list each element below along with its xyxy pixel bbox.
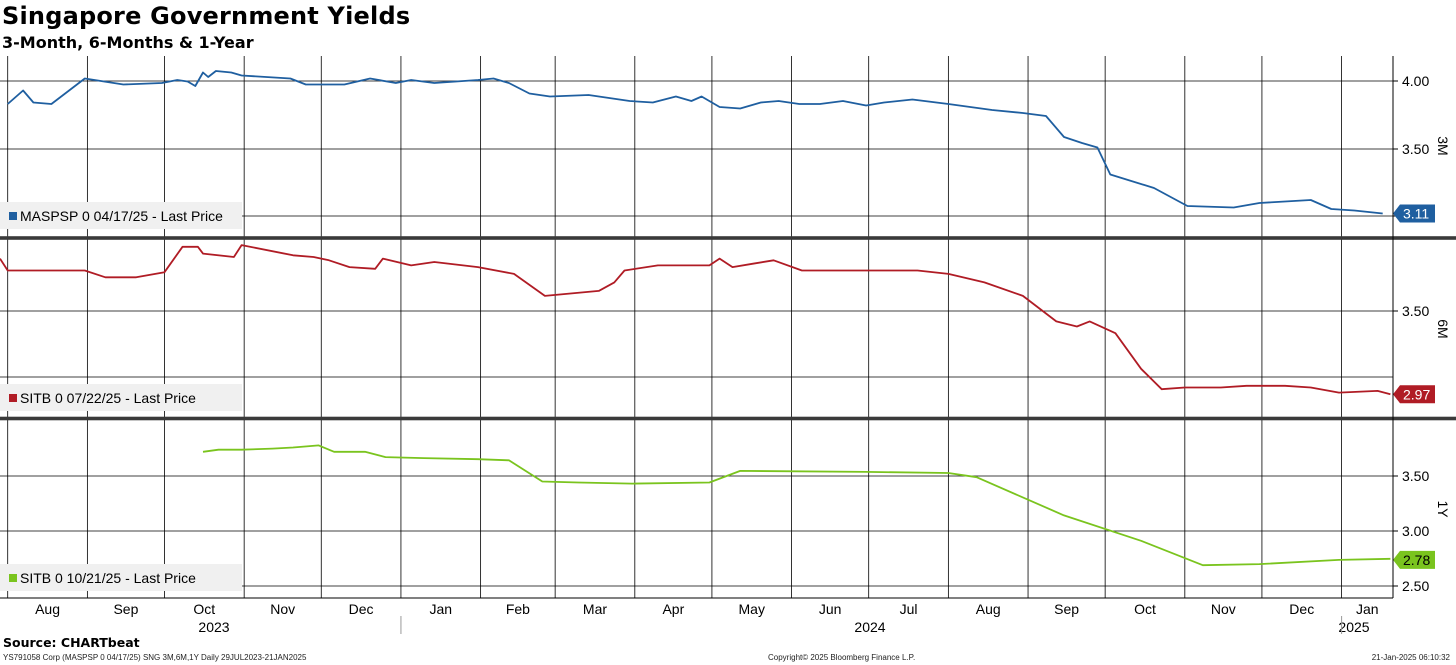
legend-box <box>0 384 242 411</box>
series-line-1y <box>202 444 1391 567</box>
panel-axis-label: 3M <box>1435 136 1451 155</box>
y-tick-label: 4.00 <box>1402 73 1429 89</box>
x-year-label: 2025 <box>1338 619 1369 635</box>
y-tick-label: 3.50 <box>1402 303 1429 319</box>
x-month-label: Nov <box>1211 601 1236 617</box>
x-month-label: Jan <box>1356 601 1379 617</box>
last-value-tag <box>1393 385 1435 404</box>
x-year-label: 2023 <box>198 619 229 635</box>
last-value-tag <box>1393 204 1435 223</box>
x-month-label: Apr <box>662 601 684 617</box>
x-month-label: Aug <box>976 601 1001 617</box>
x-month-label: Jan <box>429 601 452 617</box>
series-line-6m <box>0 244 1391 396</box>
x-month-label: Sep <box>113 601 138 617</box>
chart-title: Singapore Government Yields <box>2 2 411 30</box>
panel-axis-label: 1Y <box>1435 500 1451 518</box>
x-month-label: May <box>739 601 765 617</box>
panel-divider <box>0 236 1456 240</box>
legend-label: MASPSP 0 04/17/25 - Last Price <box>20 208 223 224</box>
panel-axis-label: 6M <box>1435 319 1451 338</box>
x-month-label: Jun <box>819 601 842 617</box>
y-tick-label: 3.50 <box>1402 141 1429 157</box>
y-tick-label: 2.50 <box>1402 578 1429 594</box>
legend-swatch <box>9 394 17 402</box>
legend-swatch <box>9 574 17 582</box>
legend-box <box>0 564 242 591</box>
x-month-label: Dec <box>349 601 374 617</box>
x-year-label: 2024 <box>854 619 885 635</box>
footer-timestamp: 21-Jan-2025 06:10:32 <box>1371 653 1450 662</box>
y-tick-label: 3.50 <box>1402 468 1429 484</box>
last-value-label: 2.78 <box>1403 552 1430 568</box>
footer-ticker: YS791058 Corp (MASPSP 0 04/17/25) SNG 3M… <box>3 653 307 662</box>
x-month-label: Oct <box>1134 601 1156 617</box>
x-month-label: Aug <box>35 601 60 617</box>
last-value-label: 3.11 <box>1403 206 1429 222</box>
last-value-tag <box>1393 550 1435 569</box>
x-month-label: Feb <box>506 601 530 617</box>
chart-subtitle: 3-Month, 6-Months & 1-Year <box>2 33 254 52</box>
legend-box <box>0 202 242 229</box>
x-month-label: Dec <box>1289 601 1314 617</box>
legend-label: SITB 0 10/21/25 - Last Price <box>20 570 196 586</box>
x-month-label: Oct <box>193 601 215 617</box>
legend-label: SITB 0 07/22/25 - Last Price <box>20 390 196 406</box>
footer-copyright: Copyright© 2025 Bloomberg Finance L.P. <box>768 653 916 662</box>
last-value-label: 2.97 <box>1403 386 1430 402</box>
series-line-3m <box>7 70 1383 215</box>
x-month-label: Sep <box>1054 601 1079 617</box>
source-label: Source: CHARTbeat <box>3 635 140 650</box>
x-month-label: Nov <box>270 601 295 617</box>
legend-swatch <box>9 212 17 220</box>
panel-divider <box>0 416 1456 421</box>
y-tick-label: 3.00 <box>1402 523 1429 539</box>
x-month-label: Mar <box>583 601 607 617</box>
x-month-label: Jul <box>900 601 918 617</box>
